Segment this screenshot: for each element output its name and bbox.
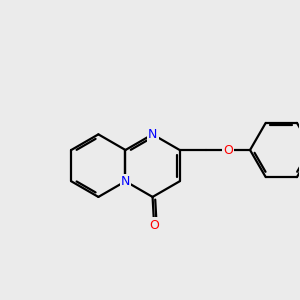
Text: N: N (121, 175, 130, 188)
Text: O: O (149, 219, 159, 232)
Text: O: O (223, 143, 233, 157)
Text: N: N (148, 128, 157, 141)
